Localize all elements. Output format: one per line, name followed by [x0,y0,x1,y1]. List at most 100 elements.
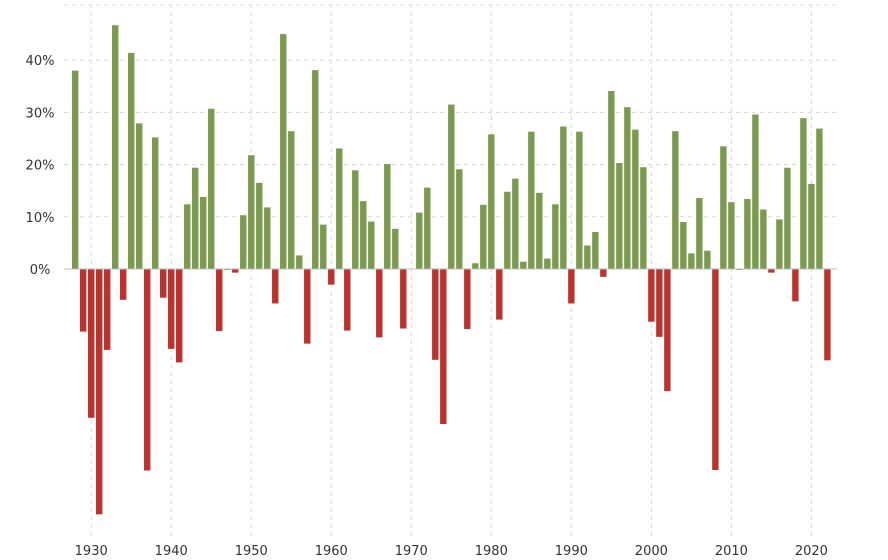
bar-1985 [528,131,535,269]
bar-1963 [352,170,359,269]
bar-1995 [608,91,615,269]
bar-1948 [232,269,239,273]
bar-2006 [696,198,703,269]
bar-1982 [504,191,511,269]
bar-1946 [216,269,223,332]
bar-1964 [360,201,367,269]
bar-1944 [200,196,207,269]
bar-1955 [288,131,295,269]
bar-2001 [656,269,663,337]
x-tick-label: 2020 [795,544,828,559]
bar-2014 [760,209,767,269]
bar-1984 [520,261,527,269]
bar-1958 [312,70,319,270]
bar-1941 [176,269,183,363]
bar-1979 [480,204,487,269]
bar-1994 [600,269,607,277]
bar-1957 [304,269,311,344]
bar-1972 [424,187,431,269]
bar-1997 [624,107,631,270]
bar-2019 [800,118,807,269]
bar-1962 [344,269,351,331]
bar-1998 [632,129,639,269]
bar-1973 [432,269,439,360]
bars [72,25,831,515]
x-tick-label: 1970 [395,544,428,559]
bar-1965 [368,221,375,269]
bar-1939 [160,269,167,298]
x-tick-label: 1960 [315,544,348,559]
bar-1977 [464,269,471,330]
bar-2017 [784,167,791,269]
bar-2009 [720,146,727,269]
bar-1937 [144,269,151,471]
bar-1931 [96,269,103,515]
bar-1934 [120,269,127,300]
bar-2021 [816,128,823,269]
bar-1986 [536,192,543,269]
bar-1953 [272,269,279,304]
y-tick-label: 40% [26,54,55,69]
bar-2016 [776,219,783,269]
bar-1974 [440,269,447,425]
bar-1999 [640,167,647,269]
y-tick-label: 30% [26,106,55,121]
bar-1983 [512,178,519,269]
bar-1975 [448,104,455,269]
bar-1993 [592,231,599,269]
bar-1978 [472,263,479,269]
bar-2005 [688,253,695,269]
bar-2002 [664,269,671,392]
bar-1990 [568,269,575,304]
bar-2022 [824,269,831,361]
bar-1930 [88,269,95,418]
bar-1932 [104,269,111,350]
bar-2013 [752,114,759,270]
bar-1940 [168,269,175,349]
bar-1928 [72,70,79,269]
bar-1938 [152,137,159,269]
bar-1929 [80,269,87,332]
bar-2015 [768,269,775,273]
bar-1971 [416,212,423,269]
x-tick-label: 1940 [155,544,188,559]
bar-1961 [336,148,343,269]
bar-1968 [392,228,399,269]
bar-1936 [136,123,143,269]
bar-1943 [192,167,199,269]
x-tick-label: 1980 [475,544,508,559]
bar-1992 [584,245,591,269]
bar-1960 [328,269,335,285]
bar-1952 [264,207,271,269]
bar-1988 [552,204,559,269]
bar-2020 [808,183,815,269]
y-tick-label: 10% [26,211,55,226]
bar-2008 [712,269,719,470]
bar-2012 [744,199,751,269]
bar-1969 [400,269,407,329]
y-tick-label: 20% [26,159,55,174]
bar-1966 [376,269,383,338]
bar-1987 [544,258,551,269]
bar-1942 [184,204,191,269]
y-tick-label: 0% [30,263,51,278]
bar-2003 [672,131,679,269]
bar-1954 [280,34,287,269]
bar-1991 [576,131,583,269]
bar-1956 [296,255,303,269]
x-tick-label: 1990 [555,544,588,559]
bar-1950 [248,155,255,269]
x-tick-label: 2010 [715,544,748,559]
x-tick-label: 2000 [635,544,668,559]
bar-1949 [240,215,247,269]
bar-1981 [496,269,503,320]
bar-1951 [256,182,263,269]
bar-1945 [208,108,215,269]
bar-1980 [488,134,495,269]
bar-2000 [648,269,655,322]
axes: 40% 30% 20% 10% 0% 1930 1940 1950 1960 1970 1980 19… [26,54,837,559]
bar-1967 [384,164,391,269]
bar-2007 [704,250,711,269]
bar-1935 [128,52,135,269]
